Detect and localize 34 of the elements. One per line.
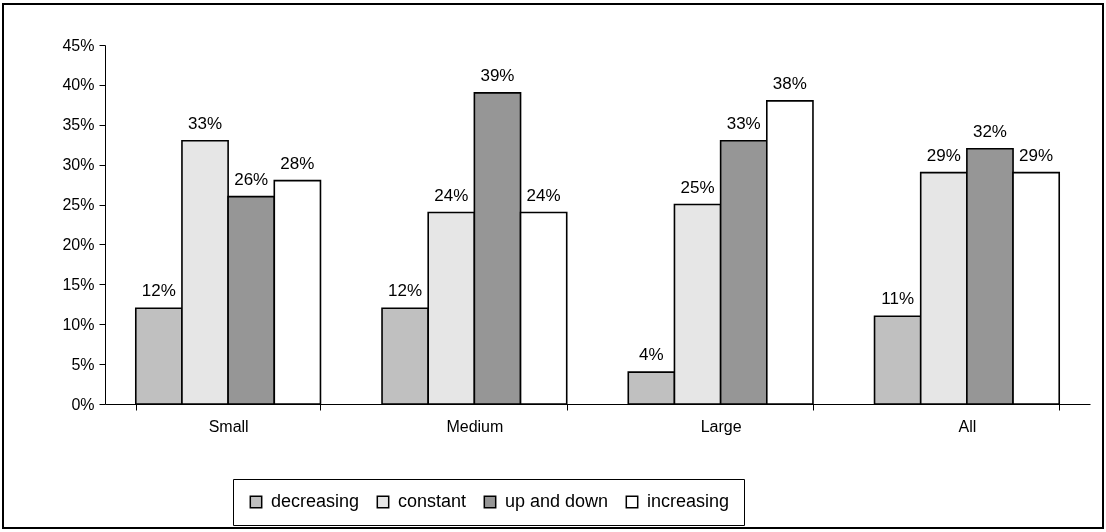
data-label: 11%: [881, 289, 914, 309]
y-tick-label: 40%: [62, 76, 95, 94]
data-label: 33%: [726, 113, 761, 133]
legend-label: increasing: [647, 491, 730, 511]
data-label: 38%: [772, 73, 807, 93]
data-label: 28%: [280, 153, 315, 173]
data-label: 12%: [141, 281, 176, 301]
data-label: 39%: [480, 65, 515, 85]
y-tick-label: 15%: [62, 275, 95, 293]
data-label: 24%: [434, 185, 469, 205]
data-label: 26%: [234, 169, 269, 189]
x-tick-label: Medium: [446, 417, 504, 435]
data-label: 33%: [188, 113, 223, 133]
y-tick-label: 30%: [62, 156, 95, 174]
data-label: 4%: [639, 345, 664, 365]
y-tick-label: 20%: [62, 235, 95, 253]
data-label: 29%: [1019, 145, 1054, 165]
y-tick-label: 0%: [71, 395, 95, 413]
legend-label: constant: [398, 491, 467, 511]
x-tick-label: Small: [208, 417, 249, 435]
y-tick-label: 25%: [62, 196, 95, 214]
y-tick-label: 10%: [62, 315, 95, 333]
y-tick-label: 45%: [62, 36, 95, 54]
legend-label: decreasing: [271, 491, 360, 511]
y-tick-label: 5%: [71, 355, 95, 373]
y-tick-label: 35%: [62, 116, 95, 134]
data-label: 24%: [526, 185, 561, 205]
data-label: 12%: [388, 281, 423, 301]
x-tick-label: All: [958, 417, 977, 435]
data-label: 32%: [972, 121, 1007, 141]
data-label: 25%: [680, 177, 715, 197]
data-label: 29%: [926, 145, 961, 165]
legend-label: up and down: [505, 491, 609, 511]
x-tick-label: Large: [700, 417, 742, 435]
